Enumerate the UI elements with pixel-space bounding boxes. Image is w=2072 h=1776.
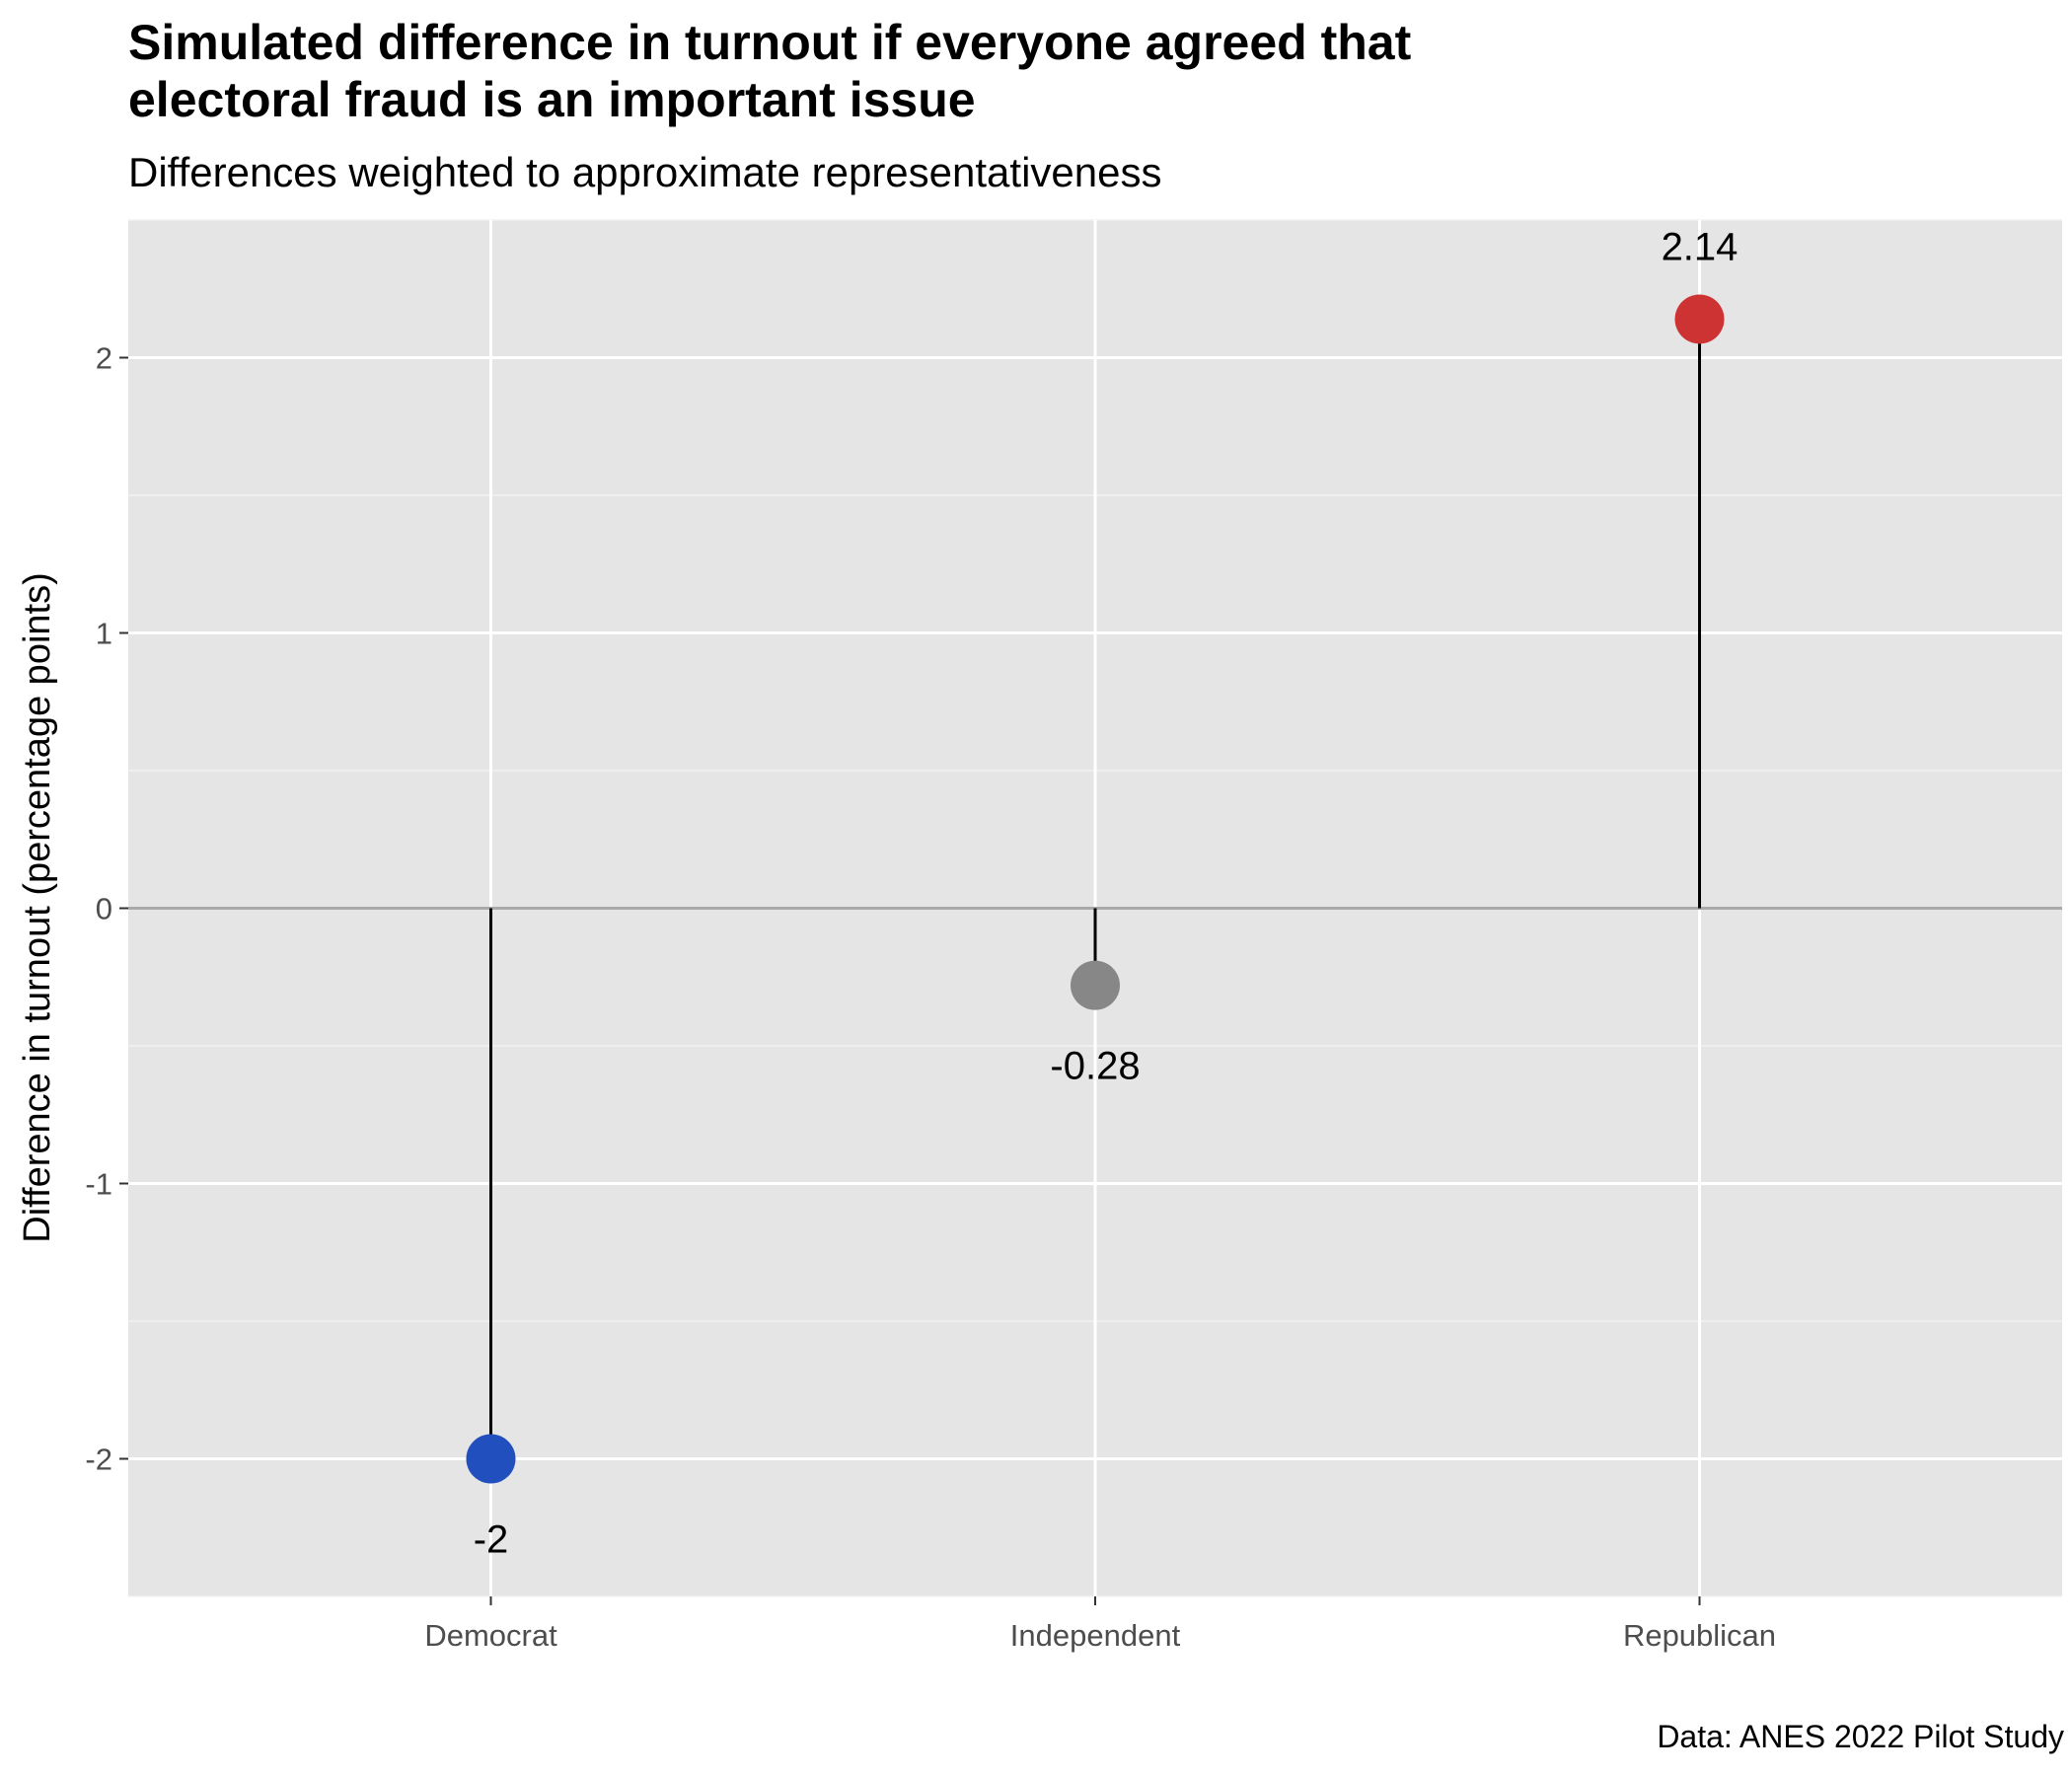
y-axis: -2 -1 0 1 2 xyxy=(85,341,128,1477)
chart-title-line-2: electoral fraud is an important issue xyxy=(128,72,976,127)
x-axis: Democrat Independent Republican xyxy=(424,1596,1776,1653)
chart-title-line-1: Simulated difference in turnout if every… xyxy=(128,15,1412,70)
x-tick-label: Republican xyxy=(1623,1618,1776,1653)
y-tick-label: 1 xyxy=(96,617,112,651)
x-tick-label: Democrat xyxy=(424,1618,557,1653)
data-source-caption: Data: ANES 2022 Pilot Study xyxy=(1657,1719,2064,1754)
y-tick-label: 0 xyxy=(96,892,112,926)
x-tick-label: Independent xyxy=(1010,1618,1181,1653)
chart-title: Simulated difference in turnout if every… xyxy=(128,14,2003,128)
data-labels: -2 -0.28 2.14 xyxy=(474,225,1739,1561)
lollipop-points xyxy=(466,294,1725,1484)
chart-subtitle: Differences weighted to approximate repr… xyxy=(128,149,1162,195)
y-tick-label: -1 xyxy=(85,1167,112,1202)
data-label-independent: -0.28 xyxy=(1050,1045,1140,1088)
y-axis-title: Difference in turnout (percentage points… xyxy=(17,572,58,1242)
data-label-republican: 2.14 xyxy=(1662,225,1739,268)
y-tick-label: -2 xyxy=(85,1443,112,1477)
y-tick-label: 2 xyxy=(96,341,112,376)
data-label-democrat: -2 xyxy=(474,1518,509,1562)
point-republican xyxy=(1674,294,1725,344)
point-democrat xyxy=(466,1434,516,1484)
point-independent xyxy=(1071,960,1120,1010)
